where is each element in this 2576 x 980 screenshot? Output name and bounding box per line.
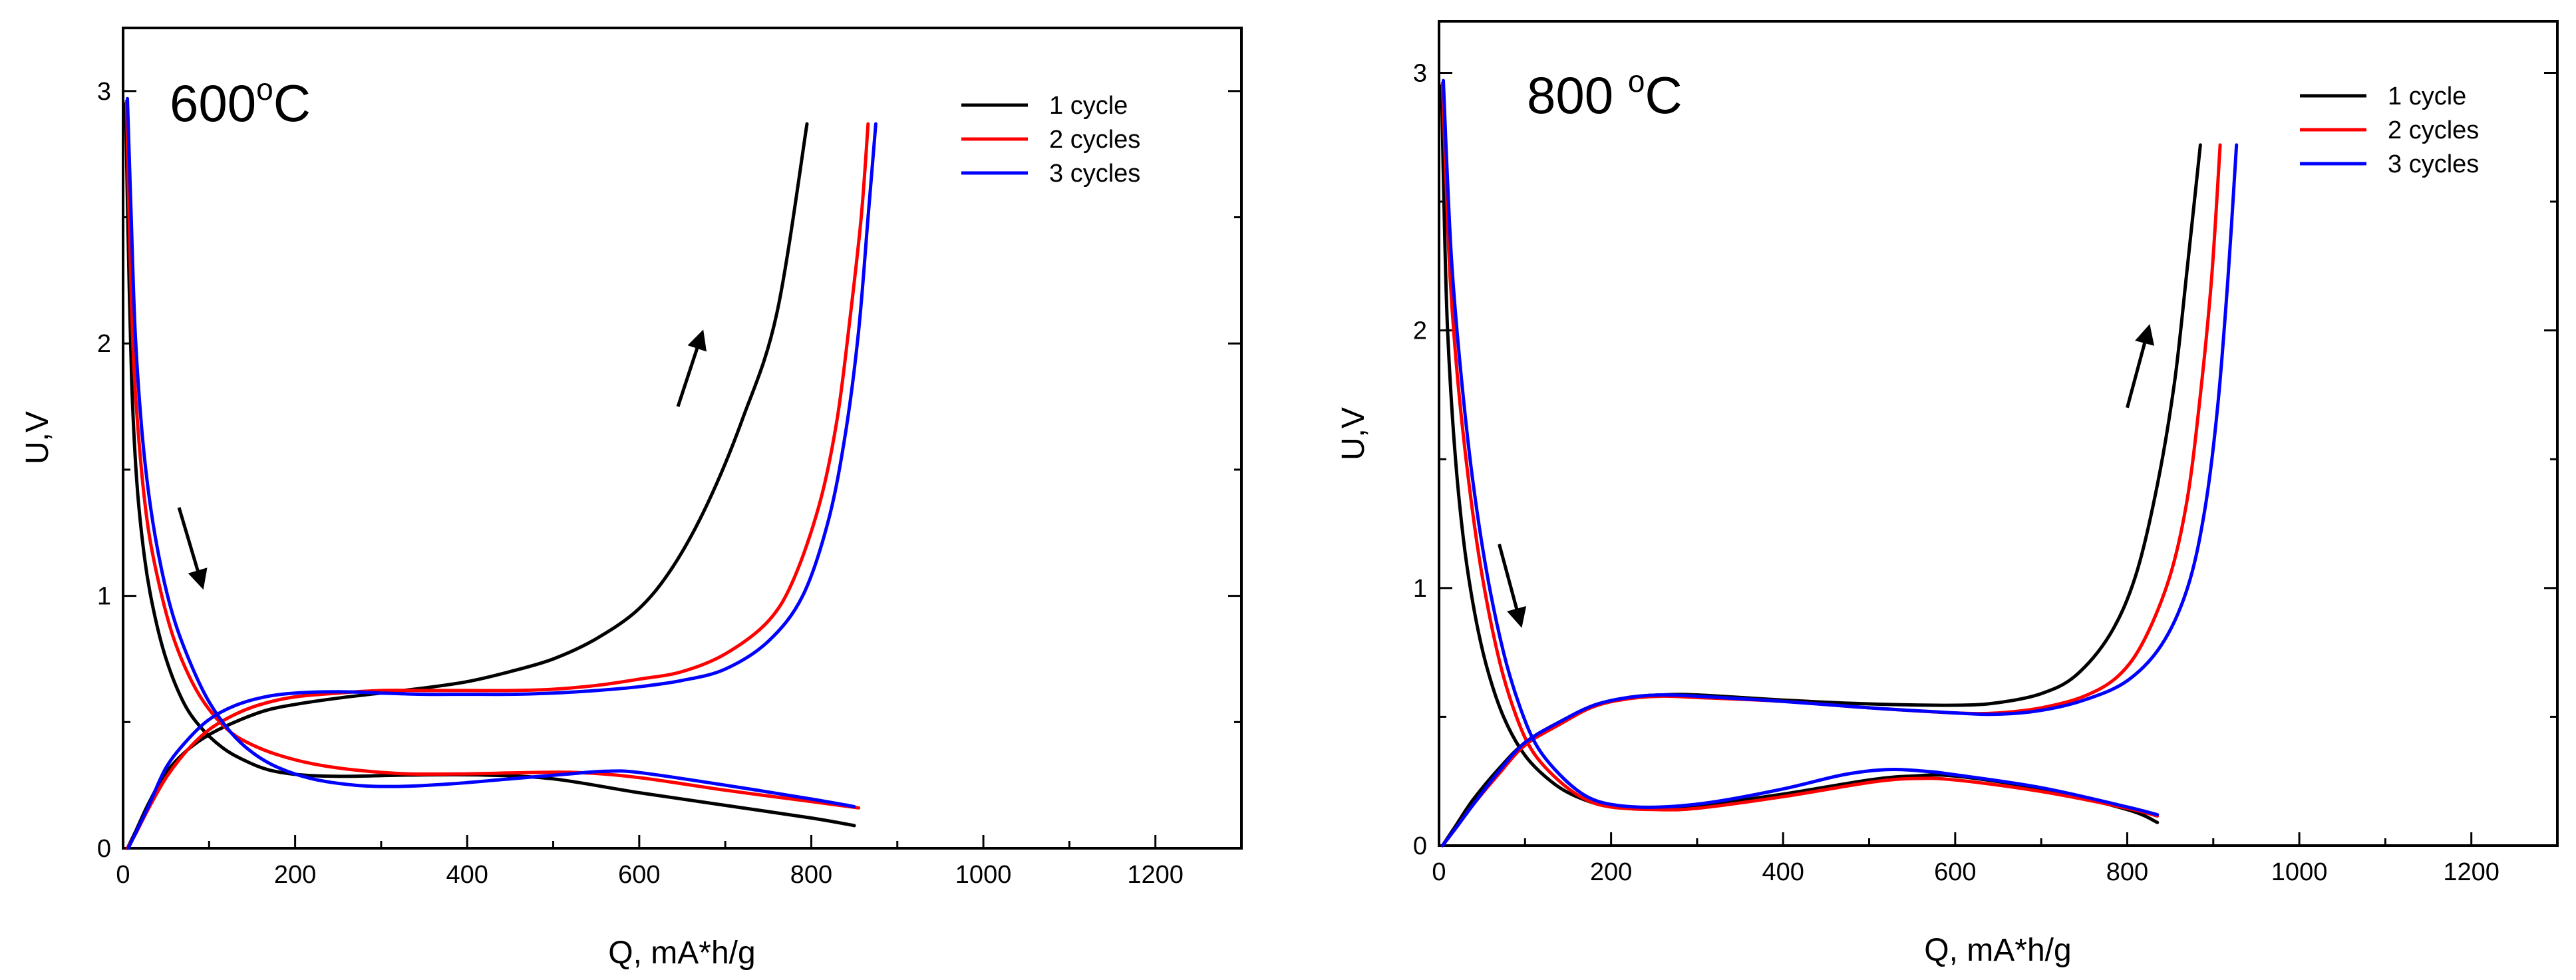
- panel-title-degree: o: [256, 72, 273, 106]
- plot-frame: [1438, 20, 2559, 847]
- axis-ticks: 0 200 400 600 800 1000 1200 0 1 2 3: [97, 78, 1241, 889]
- y-tick-label: 3: [1413, 59, 1427, 87]
- x-tick-label: 1000: [955, 861, 1012, 889]
- legend-label-2: 2 cycles: [2388, 116, 2479, 144]
- x-tick-label: 400: [1762, 858, 1804, 886]
- series-1-discharge-line: [124, 102, 856, 828]
- y-tick-label: 0: [97, 835, 111, 863]
- series-2-discharge-line: [1440, 81, 2160, 818]
- panel-title-space: [1613, 66, 1628, 124]
- series-1-charge-line: [126, 122, 809, 850]
- series-3-charge-line: [126, 122, 878, 850]
- panel-title: 600oC: [170, 72, 311, 132]
- y-tick-label: 2: [97, 330, 111, 358]
- y-tick-label: 1: [1413, 575, 1427, 603]
- direction-arrows: [1498, 323, 2155, 628]
- series-3-discharge-line: [1442, 79, 2160, 816]
- series-2-charge-line: [126, 122, 870, 850]
- y-tick-label: 1: [97, 583, 111, 611]
- axis-ticks: 0 200 400 600 800 1000 1200 0 1 2 3: [1413, 59, 2557, 886]
- y-axis-title: U,V: [20, 411, 55, 464]
- x-tick-label: 200: [1590, 858, 1632, 886]
- direction-arrow-1: [177, 507, 208, 590]
- x-tick-label: 800: [2106, 858, 2148, 886]
- panel-title-degree: o: [1628, 64, 1645, 98]
- direction-arrow-2: [676, 329, 707, 407]
- panel-title-value: 600: [170, 74, 256, 132]
- panel-title-unit: C: [273, 74, 311, 132]
- series-1-discharge-line: [1440, 84, 2160, 824]
- series-3-charge-line: [1440, 143, 2239, 848]
- legend-label-3: 3 cycles: [1049, 160, 1140, 188]
- x-tick-label: 800: [790, 861, 832, 889]
- x-tick-label: 600: [618, 861, 660, 889]
- series-2-charge-line: [1440, 143, 2222, 848]
- x-axis-title: Q, mA*h/g: [608, 935, 755, 971]
- legend: 1 cycle 2 cycles 3 cycles: [2300, 82, 2479, 178]
- y-axis-title: U,V: [1336, 407, 1371, 460]
- direction-arrows: [177, 329, 707, 590]
- legend-label-1: 1 cycle: [1049, 92, 1128, 120]
- y-tick-label: 0: [1413, 832, 1427, 860]
- direction-arrow-1: [1498, 544, 1527, 628]
- plot-frame: [122, 27, 1243, 850]
- x-tick-label: 0: [1432, 858, 1446, 886]
- x-tick-label: 1000: [2271, 858, 2328, 886]
- panel-title-unit: C: [1645, 66, 1682, 124]
- series-2-discharge-line: [124, 99, 861, 810]
- x-tick-label: 400: [446, 861, 488, 889]
- x-tick-label: 200: [274, 861, 316, 889]
- x-tick-label: 1200: [2443, 858, 2499, 886]
- legend-label-3: 3 cycles: [2388, 150, 2479, 178]
- series-lines: [1440, 79, 2239, 848]
- y-tick-label: 3: [97, 78, 111, 106]
- series-lines: [124, 96, 878, 850]
- chart-panel-800: 0 200 400 600 800 1000 1200 0 1 2 3 800 oC 1 cycle…: [1336, 20, 2559, 968]
- legend-label-2: 2 cycles: [1049, 126, 1140, 154]
- x-axis-title: Q, mA*h/g: [1924, 933, 2071, 968]
- legend: 1 cycle 2 cycles 3 cycles: [961, 92, 1140, 188]
- direction-arrow-2: [2126, 323, 2155, 408]
- x-tick-label: 0: [116, 861, 130, 889]
- panel-title-value: 800: [1527, 66, 1613, 124]
- x-tick-label: 600: [1934, 858, 1976, 886]
- y-tick-label: 2: [1413, 317, 1427, 345]
- series-1-charge-line: [1440, 143, 2202, 848]
- legend-label-1: 1 cycle: [2388, 82, 2466, 110]
- x-tick-label: 1200: [1127, 861, 1184, 889]
- panel-title: 800 oC: [1527, 64, 1683, 124]
- series-3-discharge-line: [126, 96, 856, 808]
